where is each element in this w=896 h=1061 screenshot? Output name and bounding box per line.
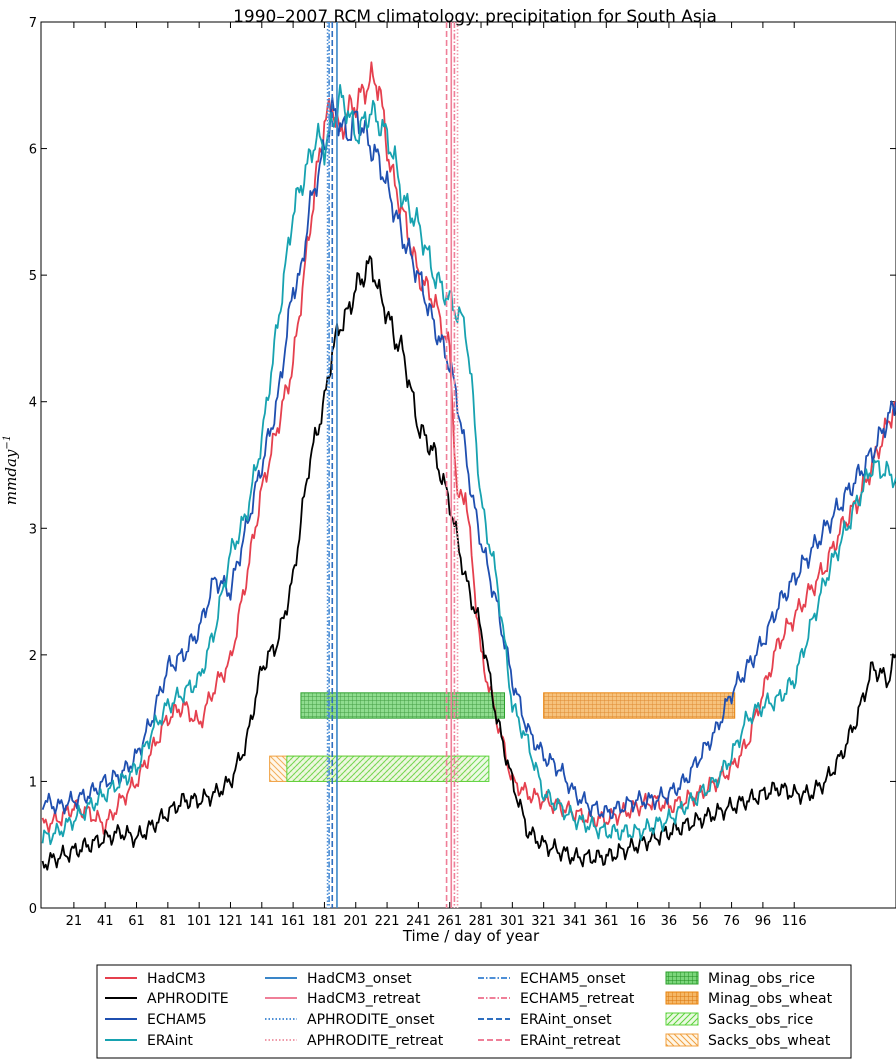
legend-label: Sacks_obs_rice — [708, 1012, 813, 1028]
legend-entry-hadcm3-onset: HadCM3_onset — [265, 971, 412, 987]
legend-swatch — [665, 1012, 699, 1026]
x-tick-label: 36 — [661, 914, 678, 929]
legend-entry-minag-obs-rice: Minag_obs_rice — [665, 971, 815, 987]
legend-entry-sacks-obs-wheat: Sacks_obs_wheat — [665, 1033, 831, 1049]
plot-content — [41, 22, 896, 908]
y-tick-label: 5 — [29, 269, 37, 284]
legend-label: APHRODITE — [147, 991, 229, 1007]
x-tick-label: 161 — [281, 914, 306, 929]
x-tick-label: 116 — [782, 914, 807, 929]
x-tick-label: 321 — [531, 914, 556, 929]
series-line-echam5 — [41, 96, 896, 820]
legend-label: Minag_obs_rice — [708, 971, 815, 987]
legend-frame — [96, 964, 852, 1059]
y-tick-label: 0 — [29, 902, 37, 917]
x-axis-label: Time / day of year — [402, 927, 540, 945]
x-tick-label: 301 — [500, 914, 525, 929]
legend-label: Minag_obs_wheat — [708, 991, 833, 1007]
legend-label: ERAint_onset — [520, 1012, 612, 1028]
legend-label: ECHAM5_retreat — [520, 991, 635, 1007]
x-tick-label: 181 — [312, 914, 337, 929]
y-tick-label: 2 — [29, 649, 37, 664]
legend-entry-eraint-retreat: ERAint_retreat — [478, 1033, 621, 1049]
legend-label: HadCM3 — [147, 971, 206, 987]
x-tick-label: 61 — [128, 914, 145, 929]
x-tick-label: 81 — [160, 914, 177, 929]
legend-swatch — [665, 1033, 699, 1047]
x-tick-label: 261 — [437, 914, 462, 929]
legend-swatch — [665, 991, 699, 1005]
legend-label: ERAint — [147, 1033, 193, 1049]
chart-title: 1990–2007 RCM climatology: precipitation… — [233, 7, 717, 27]
x-tick-label: 21 — [66, 914, 83, 929]
legend-entry-echam5-onset: ECHAM5_onset — [478, 971, 626, 987]
legend-label: ECHAM5_onset — [520, 971, 626, 987]
legend-entry-eraint-onset: ERAint_onset — [478, 1012, 612, 1028]
x-tick-label: 341 — [563, 914, 588, 929]
x-tick-label: 56 — [692, 914, 709, 929]
bar-sacks-obs-rice — [286, 755, 490, 782]
legend-entry-sacks-obs-rice: Sacks_obs_rice — [665, 1012, 813, 1028]
y-axis-label-exponent: −1 — [2, 435, 13, 450]
legend-entry-echam5: ECHAM5 — [105, 1012, 207, 1028]
legend-label: HadCM3_onset — [307, 971, 412, 987]
series-line-hadcm3 — [41, 61, 896, 835]
x-tick-label: 141 — [249, 914, 274, 929]
legend-entry-echam5-retreat: ECHAM5_retreat — [478, 991, 635, 1007]
series-line-aphrodite — [41, 255, 896, 871]
legend-swatch — [665, 971, 699, 985]
y-tick-label: 4 — [29, 396, 37, 411]
y-tick-label: 1 — [29, 775, 37, 790]
plot-frame — [40, 21, 896, 909]
x-tick-label: 96 — [755, 914, 772, 929]
y-tick-label: 3 — [29, 522, 37, 537]
legend-entry-aphrodite-retreat: APHRODITE_retreat — [265, 1033, 444, 1049]
x-tick-label: 201 — [343, 914, 368, 929]
legend-entry-eraint: ERAint — [105, 1033, 193, 1049]
legend-label: HadCM3_retreat — [307, 991, 421, 1007]
x-tick-label: 221 — [375, 914, 400, 929]
y-axis-label-main: mmday — [2, 449, 20, 505]
x-tick-label: 76 — [723, 914, 740, 929]
bar-minag-obs-wheat — [543, 692, 736, 719]
legend-label: APHRODITE_retreat — [307, 1033, 444, 1049]
y-tick-label: 6 — [29, 143, 37, 158]
legend-label: ECHAM5 — [147, 1012, 207, 1028]
legend-entry-hadcm3-retreat: HadCM3_retreat — [265, 991, 421, 1007]
x-tick-label: 121 — [218, 914, 243, 929]
x-tick-label: 16 — [629, 914, 646, 929]
legend-entry-aphrodite-onset: APHRODITE_onset — [265, 1012, 435, 1028]
x-tick-label: 101 — [187, 914, 212, 929]
x-tick-label: 361 — [594, 914, 619, 929]
x-tick-label: 241 — [406, 914, 431, 929]
x-tick-label: 41 — [97, 914, 114, 929]
y-axis-label: mmday−1 — [2, 435, 20, 505]
legend-entry-aphrodite: APHRODITE — [105, 991, 229, 1007]
legend-label: APHRODITE_onset — [307, 1012, 435, 1028]
bar-minag-obs-rice — [300, 692, 506, 719]
legend-entry-minag-obs-wheat: Minag_obs_wheat — [665, 991, 833, 1007]
legend: HadCM3 APHRODITE ECHAM5 ERAint HadCM3_onset H… — [96, 964, 852, 1059]
y-tick-label: 7 — [29, 16, 37, 31]
legend-entry-hadcm3: HadCM3 — [105, 971, 206, 987]
legend-label: ERAint_retreat — [520, 1033, 621, 1049]
series-line-eraint — [41, 84, 896, 846]
x-tick-label: 281 — [469, 914, 494, 929]
legend-label: Sacks_obs_wheat — [708, 1033, 831, 1049]
